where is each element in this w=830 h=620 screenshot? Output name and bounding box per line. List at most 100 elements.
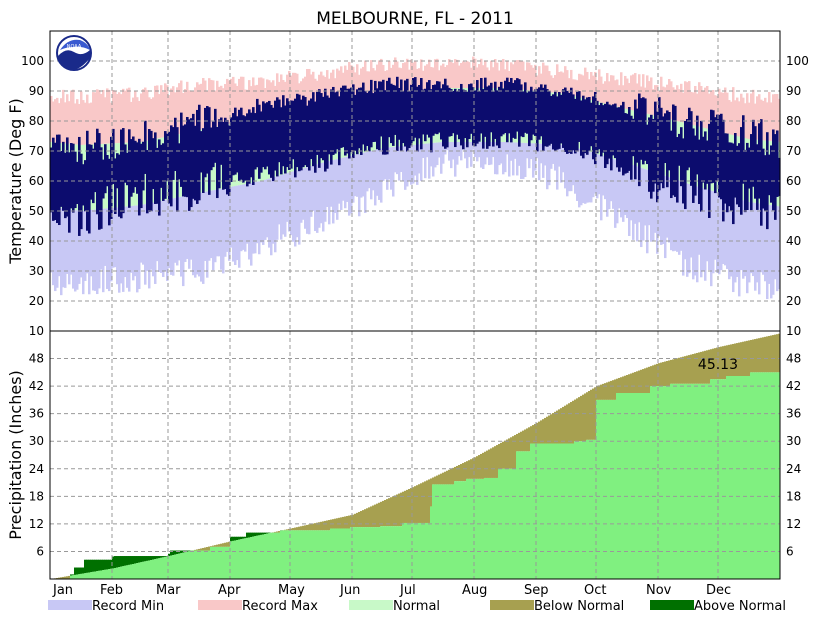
below-normal-bar — [708, 349, 711, 384]
record-min-bar — [368, 151, 371, 189]
observed-precip-bar — [442, 484, 445, 579]
record-max-bar — [252, 77, 255, 120]
below-normal-bar — [428, 479, 431, 523]
record-min-bar — [534, 143, 537, 171]
record-min-bar — [660, 174, 663, 245]
record-min-bar — [558, 144, 561, 167]
observed-precip-bar — [322, 530, 325, 579]
observed-precip-bar — [666, 386, 669, 579]
observed-temperature-bar — [628, 107, 631, 171]
below-normal-bar — [600, 384, 603, 400]
record-min-bar — [232, 186, 235, 262]
below-normal-bar — [692, 354, 695, 384]
below-normal-bar — [760, 337, 763, 373]
record-min-bar — [772, 205, 775, 295]
record-min-bar — [510, 142, 513, 161]
below-normal-bar — [770, 335, 773, 373]
observed-temperature-bar — [186, 116, 189, 198]
record-min-bar — [172, 198, 175, 276]
observed-precip-bar — [92, 571, 95, 579]
observed-precip-bar — [710, 379, 713, 579]
observed-temperature-bar — [408, 91, 411, 149]
record-min-bar — [130, 206, 133, 273]
observed-precip-bar — [352, 527, 355, 579]
observed-precip-bar — [688, 383, 691, 579]
record-min-bar — [88, 210, 91, 295]
record-min-bar — [236, 185, 239, 261]
record-max-bar — [138, 100, 141, 143]
record-max-bar — [458, 65, 461, 88]
record-max-bar — [178, 83, 181, 135]
observed-precip-bar — [286, 530, 289, 579]
observed-precip-bar — [610, 399, 613, 579]
below-normal-bar — [572, 400, 575, 444]
record-max-bar — [590, 72, 593, 100]
record-min-bar — [304, 167, 307, 229]
observed-precip-bar — [694, 383, 697, 579]
observed-precip-bar — [146, 560, 149, 579]
record-max-bar — [720, 92, 723, 132]
observed-precip-bar — [598, 399, 601, 579]
precipitation-tick-label: 42 — [786, 379, 801, 393]
record-min-bar — [456, 142, 459, 165]
observed-temperature-bar — [62, 141, 65, 211]
record-max-bar — [772, 94, 775, 142]
below-normal-bar — [56, 577, 59, 579]
record-max-bar — [688, 81, 691, 124]
record-max-bar — [482, 65, 485, 88]
record-max-bar — [108, 89, 111, 144]
observed-precip-bar — [232, 540, 235, 579]
record-max-bar — [552, 77, 555, 93]
observed-precip-bar — [370, 527, 373, 579]
below-normal-bar — [304, 525, 307, 531]
observed-precip-bar — [236, 540, 239, 579]
record-min-bar — [414, 144, 417, 176]
observed-temperature-bar — [756, 144, 759, 210]
record-max-bar — [668, 79, 671, 120]
observed-temperature-bar — [730, 142, 733, 211]
record-max-bar — [650, 77, 653, 115]
record-max-bar — [546, 65, 549, 93]
observed-precip-bar — [136, 563, 139, 579]
observed-temperature-bar — [624, 113, 627, 174]
below-normal-bar — [778, 333, 781, 373]
record-min-bar — [230, 186, 233, 248]
observed-precip-bar — [164, 556, 167, 579]
observed-temperature-bar — [168, 131, 171, 204]
observed-temperature-bar — [172, 127, 175, 180]
observed-precip-bar — [248, 537, 251, 579]
record-max-bar — [220, 85, 223, 126]
record-min-bar — [506, 142, 509, 155]
observed-temperature-bar — [738, 143, 741, 208]
observed-temperature-bar — [134, 140, 137, 188]
observed-precip-bar — [718, 379, 721, 579]
observed-temperature-bar — [218, 119, 221, 189]
observed-temperature-bar — [600, 102, 603, 157]
observed-temperature-bar — [272, 107, 275, 182]
record-max-bar — [488, 70, 491, 88]
observed-temperature-bar — [582, 95, 585, 159]
below-normal-bar — [722, 346, 725, 380]
record-max-bar — [312, 71, 315, 105]
record-max-bar — [194, 87, 197, 131]
below-normal-bar — [696, 352, 699, 384]
observed-temperature-bar — [274, 100, 277, 171]
observed-temperature-bar — [96, 128, 99, 215]
record-max-bar — [368, 71, 371, 97]
record-min-bar — [750, 202, 753, 274]
observed-precip-bar — [662, 386, 665, 579]
record-min-bar — [294, 170, 297, 247]
record-max-bar — [148, 97, 151, 141]
observed-precip-bar — [712, 379, 715, 579]
record-max-bar — [490, 60, 493, 88]
record-min-bar — [584, 150, 587, 204]
observed-temperature-bar — [536, 88, 539, 152]
above-normal-bar — [106, 559, 109, 570]
below-normal-bar — [700, 351, 703, 384]
record-max-bar — [726, 92, 729, 134]
observed-temperature-bar — [644, 98, 647, 161]
above-normal-bar — [102, 559, 105, 571]
record-min-bar — [738, 199, 741, 297]
record-max-bar — [204, 80, 207, 129]
observed-temperature-bar — [130, 139, 133, 197]
